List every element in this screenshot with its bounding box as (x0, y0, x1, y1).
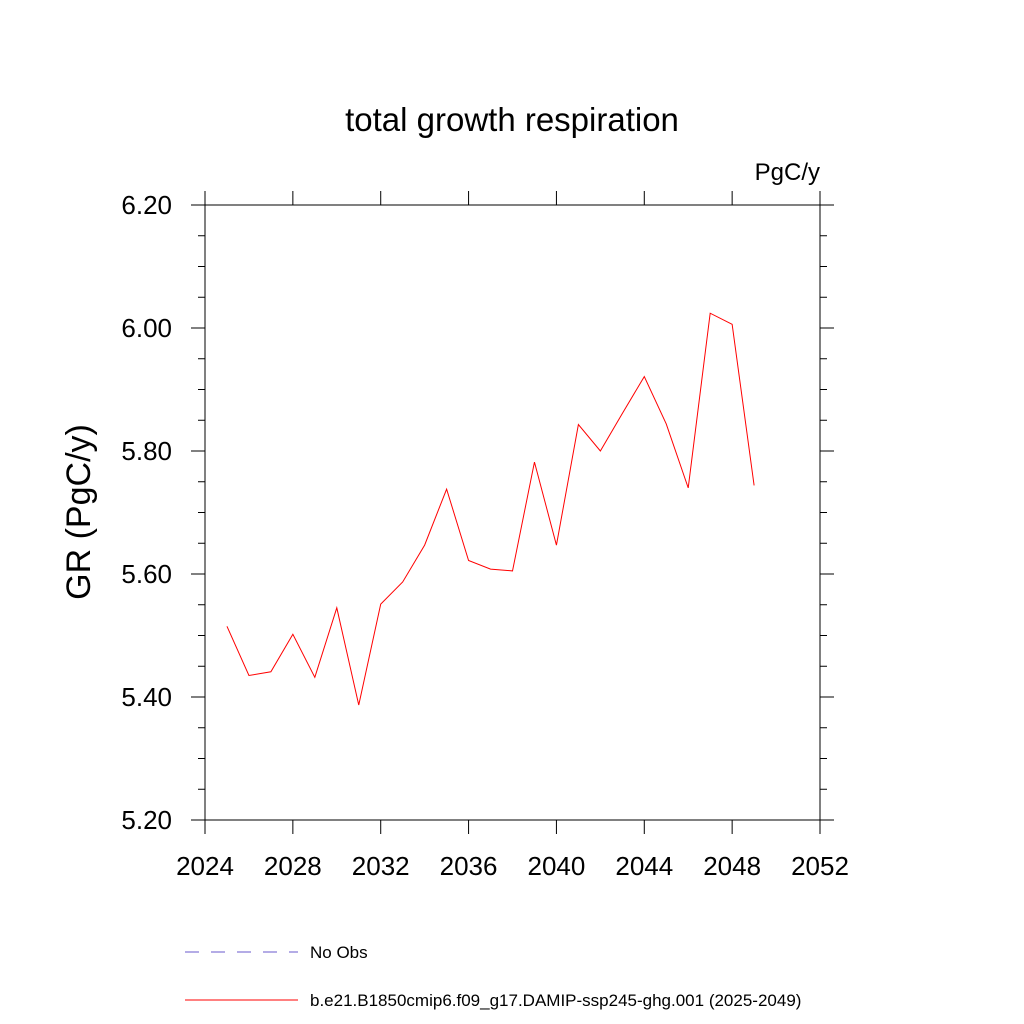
series-line (226, 312, 755, 706)
legend: No Obs b.e21.B1850cmip6.f09_g17.DAMIP-ssp… (185, 943, 801, 1010)
x-tick-label: 2024 (176, 851, 234, 881)
plot-frame (204, 204, 821, 821)
series-group (226, 312, 755, 706)
y-tick-label: 5.80 (121, 436, 172, 466)
x-tick-label: 2040 (528, 851, 586, 881)
y-axis-label: GR (PgC/y) (60, 424, 98, 600)
x-tick-label: 2044 (615, 851, 673, 881)
x-tick-label: 2028 (264, 851, 322, 881)
x-tick-label: 2052 (791, 851, 849, 881)
legend-label: b.e21.B1850cmip6.f09_g17.DAMIP-ssp245-gh… (310, 991, 801, 1010)
axis-tick-labels: 2024 2028 2032 2036 2040 2044 2048 2052 5.20 5.40… (121, 190, 849, 881)
chart-title: total growth respiration (345, 101, 679, 138)
y-tick-label: 6.00 (121, 313, 172, 343)
legend-label: No Obs (310, 943, 368, 962)
x-tick-label: 2048 (703, 851, 761, 881)
x-tick-label: 2036 (440, 851, 498, 881)
y-tick-label: 5.40 (121, 682, 172, 712)
axis-ticks (191, 191, 834, 834)
y-tick-label: 6.20 (121, 190, 172, 220)
units-label: PgC/y (755, 159, 820, 186)
x-tick-label: 2032 (352, 851, 410, 881)
y-tick-label: 5.20 (121, 805, 172, 835)
y-tick-label: 5.60 (121, 559, 172, 589)
